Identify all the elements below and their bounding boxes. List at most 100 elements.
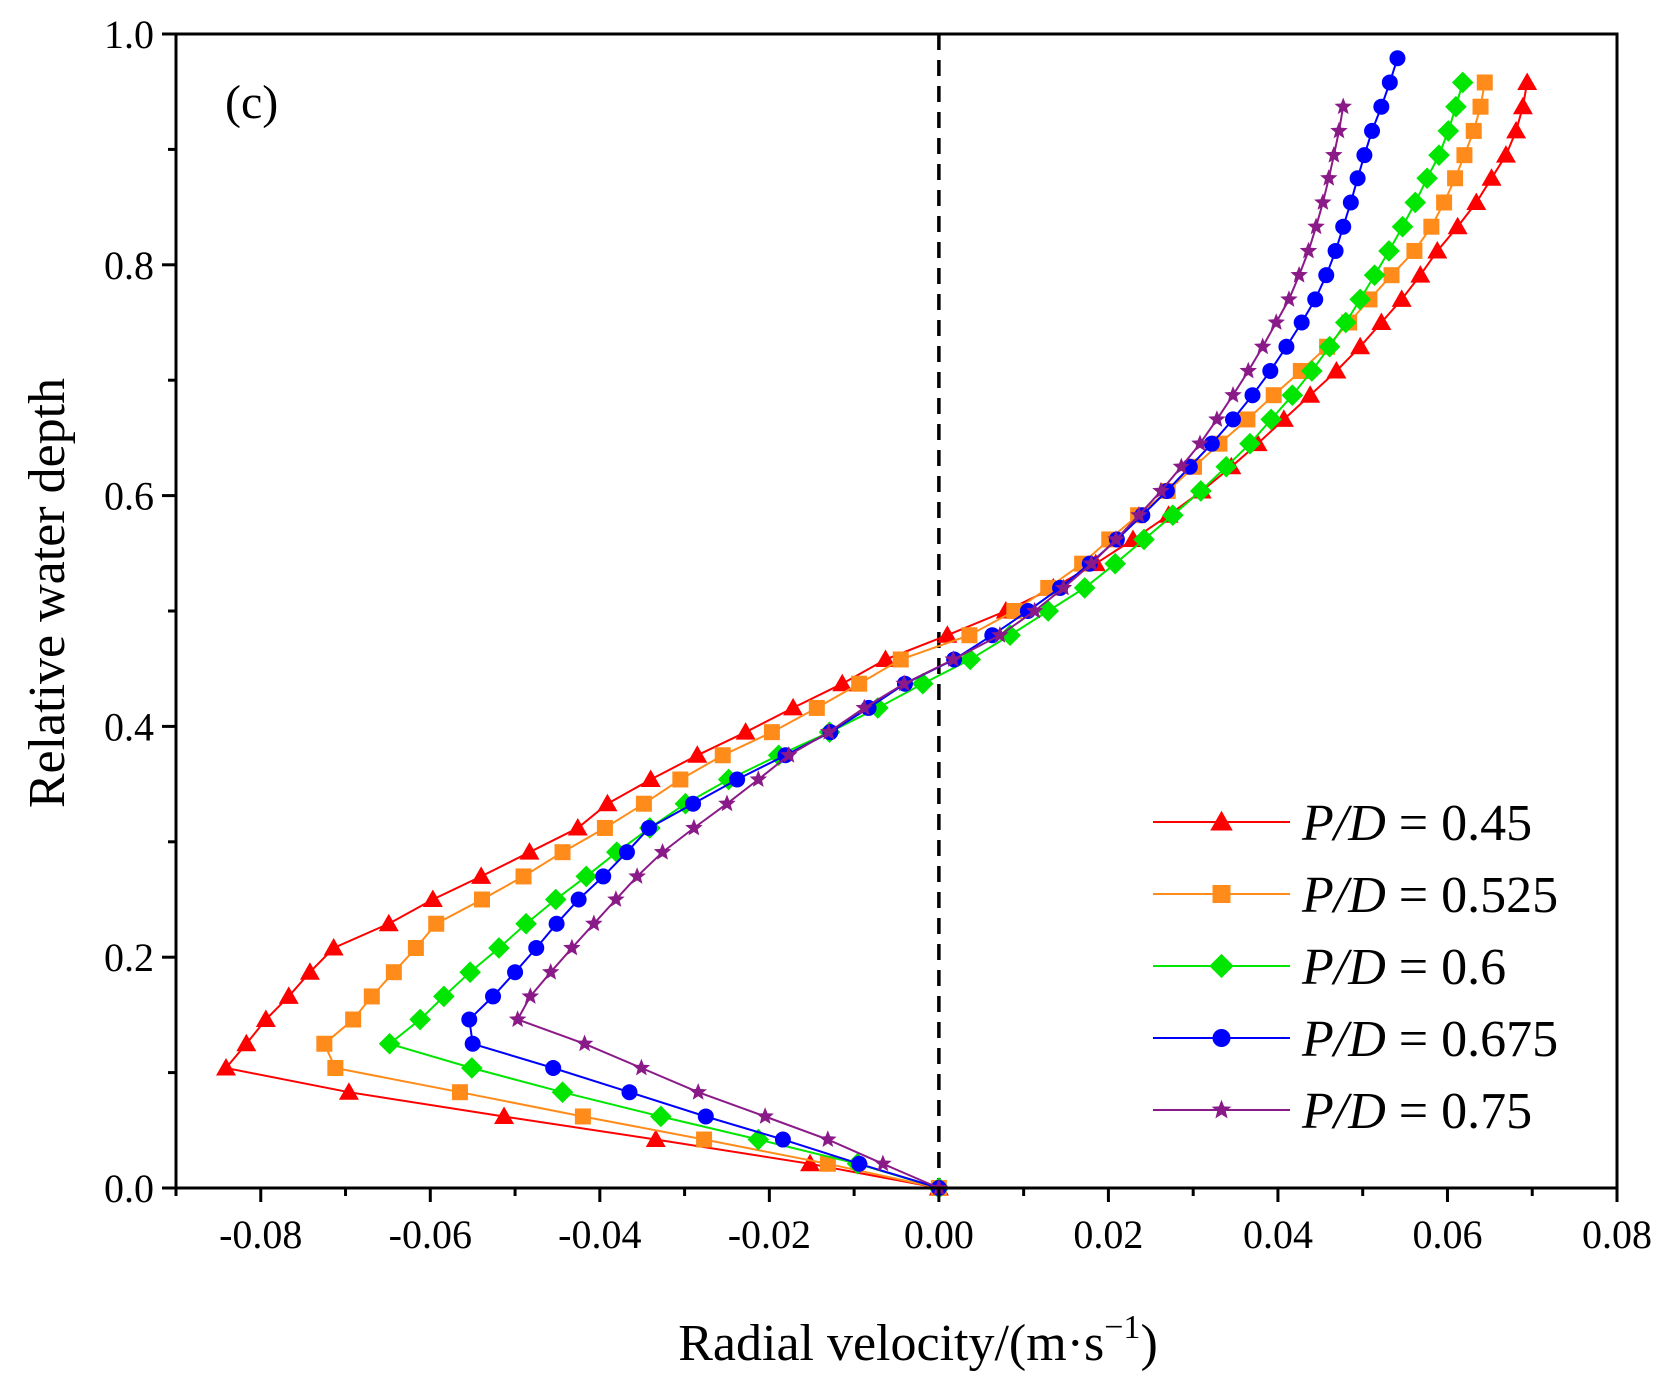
panel-label: (c): [225, 76, 278, 129]
series-2: [316, 74, 1493, 1196]
data-point: [937, 625, 958, 643]
data-point: [1301, 360, 1323, 382]
data-point: [563, 938, 581, 956]
legend-label-variable: P/D: [1301, 1011, 1386, 1068]
data-point: [696, 1131, 713, 1148]
data-point: [697, 1108, 714, 1125]
legend-label: P/D = 0.525: [1301, 867, 1558, 924]
data-point: [991, 626, 1009, 643]
data-point: [1445, 95, 1467, 118]
legend-label-variable: P/D: [1301, 1083, 1386, 1140]
series-5: [508, 97, 1352, 1196]
legend-marker: [1210, 810, 1233, 831]
series-3: [378, 71, 1474, 1199]
legend-label: P/D = 0.75: [1301, 1083, 1532, 1140]
data-point: [1307, 291, 1324, 308]
legend-label: P/D = 0.45: [1301, 795, 1532, 852]
data-point: [944, 650, 962, 667]
data-point: [1152, 481, 1170, 499]
data-point: [1481, 168, 1502, 186]
data-point: [819, 1130, 837, 1147]
data-point: [1335, 218, 1352, 235]
data-point: [1239, 432, 1261, 455]
data-point: [672, 771, 689, 788]
data-point: [507, 964, 524, 981]
legend-item: P/D = 0.75: [1153, 1083, 1532, 1140]
data-point: [1307, 217, 1325, 235]
data-point: [363, 988, 380, 1005]
x-axis-title-main: Radial velocity/(m·s: [678, 1315, 1104, 1372]
data-point: [216, 1057, 237, 1076]
data-point: [1423, 218, 1440, 235]
data-point: [451, 1084, 468, 1101]
data-point: [1465, 122, 1482, 139]
data-point: [1327, 242, 1344, 259]
data-point: [1404, 191, 1427, 214]
legend-marker: [1212, 1029, 1231, 1047]
data-point: [1406, 242, 1423, 259]
data-point: [1292, 362, 1309, 379]
data-point: [618, 844, 635, 861]
data-point: [461, 1011, 478, 1028]
data-point: [1262, 362, 1279, 379]
data-point: [1381, 74, 1398, 91]
data-point: [1265, 387, 1282, 404]
data-point: [575, 865, 598, 888]
data-point: [554, 844, 571, 861]
x-tick-label: -0.02: [728, 1212, 811, 1257]
legend-label-value: = 0.45: [1386, 795, 1532, 852]
data-point: [1451, 71, 1474, 94]
data-point: [474, 891, 491, 908]
data-point: [488, 937, 510, 959]
x-tick-label: -0.08: [219, 1212, 302, 1257]
data-point: [1371, 312, 1392, 330]
data-point: [1104, 552, 1126, 575]
y-axis-title: Relative water depth: [19, 378, 76, 808]
data-point: [1391, 289, 1412, 307]
data-point: [345, 1011, 362, 1028]
data-point: [464, 1035, 481, 1052]
data-point: [1334, 97, 1352, 115]
legend-label-variable: P/D: [1301, 939, 1386, 996]
data-point: [255, 1009, 276, 1028]
data-point: [1517, 72, 1538, 90]
data-point: [650, 1105, 672, 1128]
data-point: [544, 888, 567, 911]
data-point: [875, 649, 896, 667]
data-point: [1318, 267, 1335, 284]
data-point: [1350, 336, 1371, 355]
data-point: [574, 1108, 591, 1125]
data-point: [685, 818, 703, 836]
data-point: [749, 770, 768, 787]
data-point: [1225, 411, 1242, 428]
data-point: [378, 913, 399, 932]
data-point: [1278, 338, 1295, 355]
data-point: [515, 912, 537, 935]
data-point: [1273, 409, 1294, 427]
data-point: [519, 842, 540, 860]
legend-label-value: = 0.75: [1386, 1083, 1532, 1140]
data-point: [961, 627, 978, 644]
legend-item: P/D = 0.525: [1153, 867, 1558, 924]
data-point: [433, 985, 455, 1008]
data-point: [1040, 579, 1057, 596]
data-point: [1280, 290, 1298, 307]
data-point: [459, 961, 481, 984]
data-point: [685, 795, 702, 812]
data-point: [1383, 267, 1400, 284]
data-point: [783, 697, 804, 716]
data-point: [1244, 387, 1261, 404]
data-point: [528, 939, 545, 956]
data-point: [1239, 361, 1257, 379]
data-point: [1427, 240, 1448, 259]
data-point: [515, 868, 532, 885]
data-point: [1290, 266, 1308, 283]
data-point: [551, 1081, 574, 1104]
data-point: [632, 1058, 651, 1076]
data-point: [1410, 265, 1431, 283]
data-point: [1342, 194, 1359, 211]
data-point: [236, 1033, 257, 1052]
data-point: [570, 891, 587, 908]
data-point: [718, 794, 736, 812]
